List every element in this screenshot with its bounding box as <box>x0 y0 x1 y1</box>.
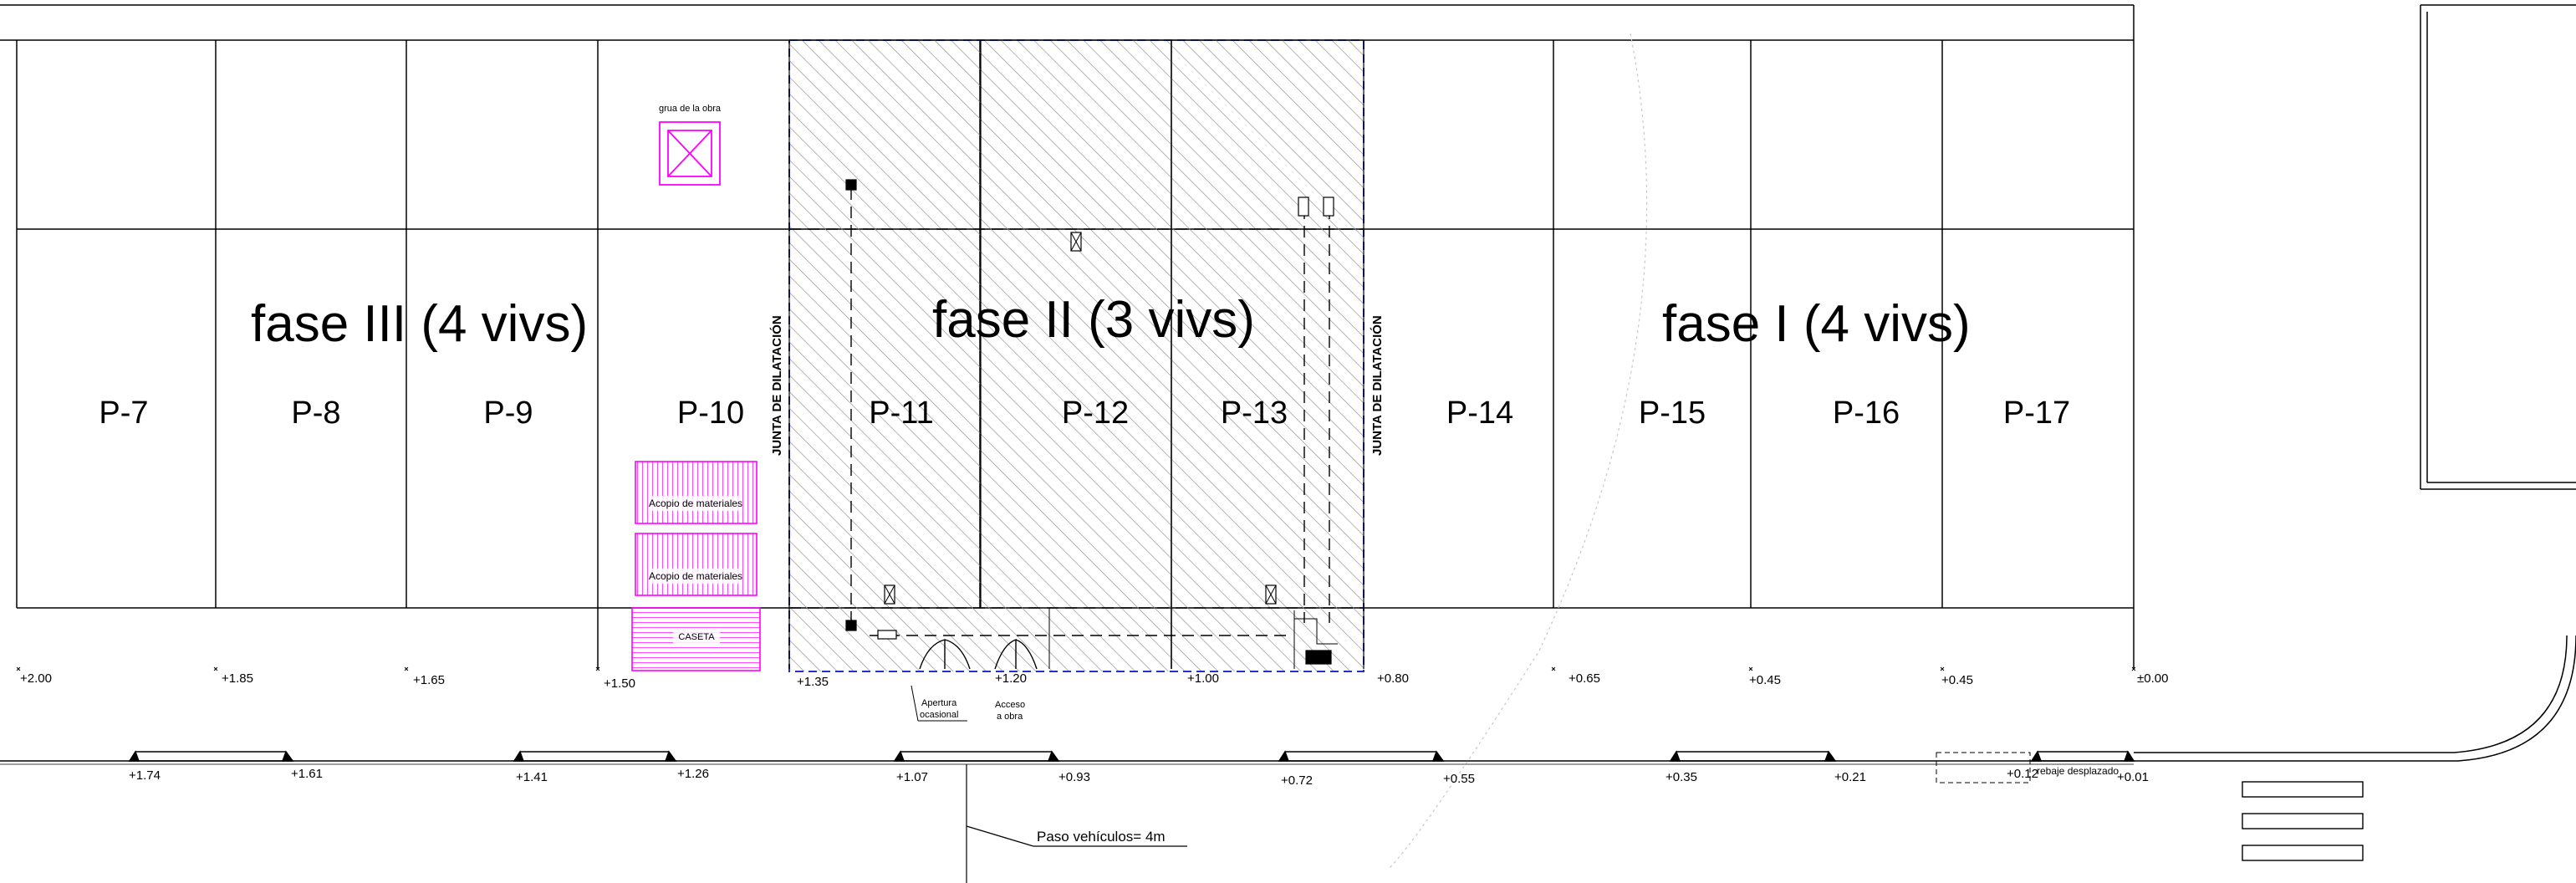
displaced-curb-box <box>1936 752 2031 783</box>
level-lower-1: +1.74 <box>129 768 161 783</box>
level-upper-2: +1.85 <box>222 671 253 686</box>
curb-ramps <box>128 750 2135 762</box>
level-upper-3: +1.65 <box>413 673 445 687</box>
upper-level-ticks <box>16 666 2136 671</box>
storage-label-1: Acopio de materiales <box>649 498 742 509</box>
level-lower-2: +1.61 <box>291 767 323 781</box>
curb-note: rebaje desplazado <box>2037 765 2119 777</box>
gate-occasional-label-1: Apertura <box>921 698 957 708</box>
hut-label: CASETA <box>678 632 715 642</box>
level-upper-12: ±0.00 <box>2137 671 2168 686</box>
level-lower-9: +0.35 <box>1665 770 1697 784</box>
pedestrian-crossing <box>2242 781 2364 861</box>
plot-label-p8: P-8 <box>291 396 340 431</box>
gate-occasional-label-2: ocasional <box>920 710 958 720</box>
level-lower-3: +1.41 <box>516 770 548 784</box>
level-lower-11: +0.12 <box>2007 767 2038 781</box>
level-upper-4: +1.50 <box>604 676 635 691</box>
level-upper-10: +0.45 <box>1749 673 1781 687</box>
vehicle-pass-label: Paso vehículos= 4m <box>1037 829 1166 845</box>
plot-label-p9: P-9 <box>483 396 533 431</box>
crane-label: grua de la obra <box>659 104 722 114</box>
plot-label-p14: P-14 <box>1446 396 1513 431</box>
plot-label-p11: P-11 <box>869 396 933 431</box>
level-upper-11: +0.45 <box>1941 673 1973 687</box>
level-upper-1: +2.00 <box>20 671 52 686</box>
gate-access-label-2: a obra <box>997 712 1023 722</box>
level-upper-9: +0.65 <box>1569 671 1600 686</box>
level-lower-4: +1.26 <box>677 767 709 781</box>
plot-label-p15: P-15 <box>1639 396 1706 431</box>
level-upper-8: +0.80 <box>1377 671 1409 686</box>
plot-label-p13: P-13 <box>1221 396 1288 431</box>
phase-ii-title: fase II (3 vivs) <box>932 291 1255 349</box>
plot-label-p7: P-7 <box>99 396 148 431</box>
crane-radius <box>1387 33 1648 870</box>
level-lower-10: +0.21 <box>1834 770 1866 784</box>
level-lower-8: +0.55 <box>1443 772 1475 786</box>
level-lower-6: +0.93 <box>1058 770 1090 784</box>
level-lower-12: +0.01 <box>2117 770 2149 784</box>
plot-label-p16: P-16 <box>1833 396 1900 431</box>
level-upper-5: +1.35 <box>797 675 829 689</box>
gate-access-label-1: Acceso <box>995 700 1025 710</box>
phase-ii-zone <box>788 39 1365 672</box>
level-lower-7: +0.72 <box>1281 773 1313 788</box>
plot-label-p12: P-12 <box>1062 396 1129 431</box>
level-upper-6: +1.20 <box>995 671 1027 686</box>
plot-label-p17: P-17 <box>2003 396 2070 431</box>
crane-symbol <box>659 121 721 186</box>
expansion-joint-label-right: JUNTA DE DILATACIÓN <box>1370 315 1385 456</box>
plot-label-p10: P-10 <box>677 396 744 431</box>
corner-building <box>2134 4 2576 762</box>
level-upper-7: +1.00 <box>1187 671 1219 686</box>
phase-i-title: fase I (4 vivs) <box>1662 295 1971 353</box>
storage-label-2: Acopio de materiales <box>649 570 742 582</box>
expansion-joint-label-left: JUNTA DE DILATACIÓN <box>769 315 784 456</box>
level-lower-5: +1.07 <box>896 770 928 784</box>
phase-iii-title: fase III (4 vivs) <box>251 295 588 353</box>
